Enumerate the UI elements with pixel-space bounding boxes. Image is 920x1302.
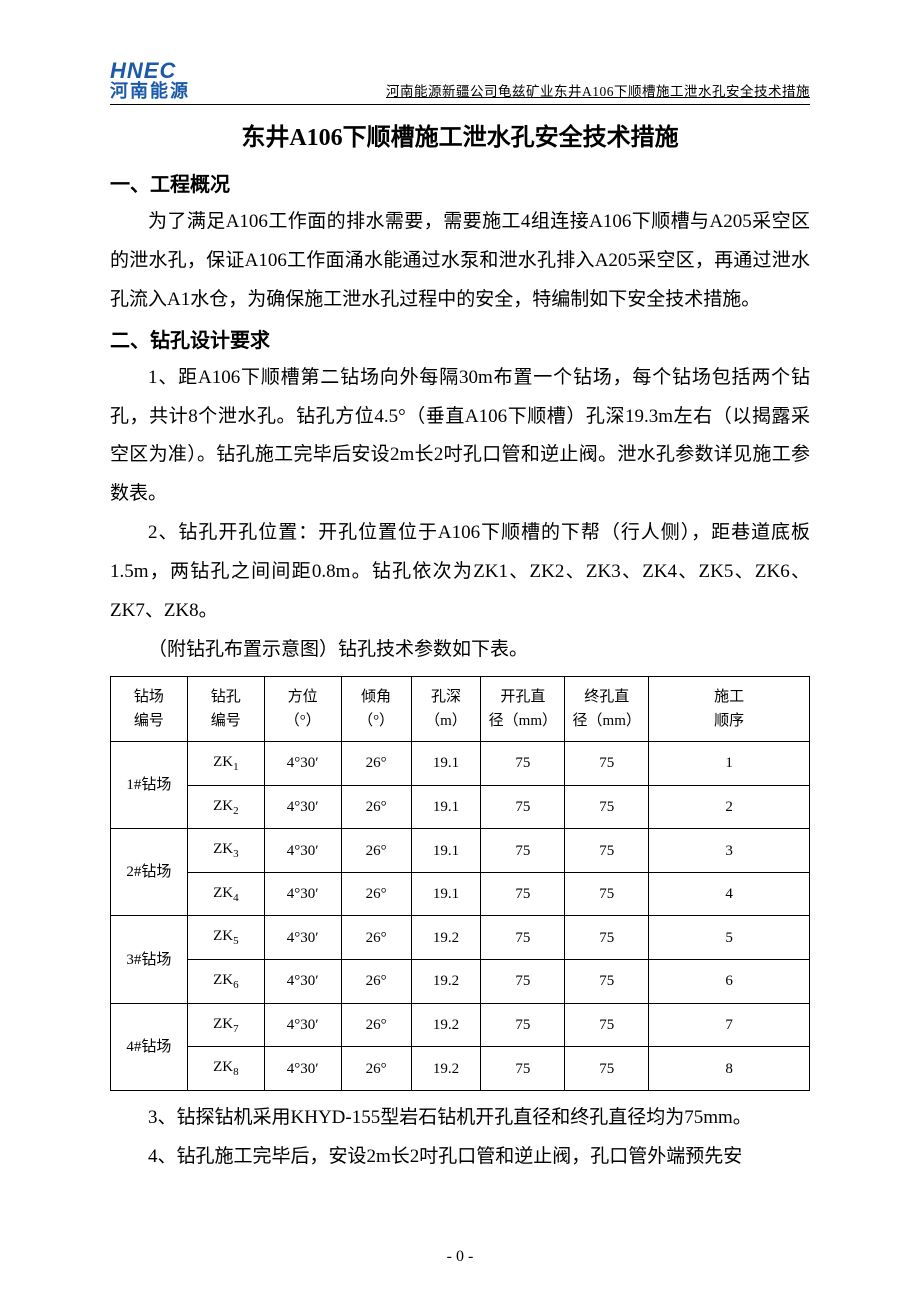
- cell-od: 75: [481, 1047, 565, 1091]
- section-1-paragraph: 为了满足A106工作面的排水需要，需要施工4组连接A106下顺槽与A205采空区…: [110, 203, 810, 320]
- cell-ed: 75: [565, 872, 649, 916]
- cell-seq: 1: [649, 742, 810, 786]
- col-dip: 倾角（°）: [341, 677, 411, 742]
- cell-depth: 19.1: [411, 785, 481, 829]
- cell-dip: 26°: [341, 916, 411, 960]
- col-open-dia: 开孔直径（mm）: [481, 677, 565, 742]
- cell-depth: 19.2: [411, 1003, 481, 1047]
- cell-dip: 26°: [341, 960, 411, 1004]
- cell-az: 4°30′: [264, 829, 341, 873]
- table-row: 3#钻场ZK54°30′26°19.275755: [111, 916, 810, 960]
- section-2-paragraph-2: 2、钻孔开孔位置：开孔位置位于A106下顺槽的下帮（行人侧），距巷道底板1.5m…: [110, 514, 810, 631]
- col-sequence: 施工顺序: [649, 677, 810, 742]
- cell-dip: 26°: [341, 1003, 411, 1047]
- cell-dip: 26°: [341, 742, 411, 786]
- col-depth: 孔深（m）: [411, 677, 481, 742]
- page-header: HNEC 河南能源 河南能源新疆公司龟兹矿业东井A106下顺槽施工泄水孔安全技术…: [110, 60, 810, 105]
- cell-od: 75: [481, 916, 565, 960]
- cell-hole-id: ZK8: [187, 1047, 264, 1091]
- cell-hole-id: ZK7: [187, 1003, 264, 1047]
- section-1-heading: 一、工程概况: [110, 168, 810, 197]
- table-row: ZK64°30′26°19.275756: [111, 960, 810, 1004]
- cell-dip: 26°: [341, 1047, 411, 1091]
- cell-station: 3#钻场: [111, 916, 188, 1003]
- cell-az: 4°30′: [264, 1047, 341, 1091]
- section-2-paragraph-3: （附钻孔布置示意图）钻孔技术参数如下表。: [110, 631, 810, 670]
- cell-hole-id: ZK3: [187, 829, 264, 873]
- cell-ed: 75: [565, 1003, 649, 1047]
- cell-az: 4°30′: [264, 1003, 341, 1047]
- cell-az: 4°30′: [264, 785, 341, 829]
- cell-hole-id: ZK2: [187, 785, 264, 829]
- cell-ed: 75: [565, 916, 649, 960]
- col-end-dia: 终孔直径（mm）: [565, 677, 649, 742]
- cell-seq: 6: [649, 960, 810, 1004]
- cell-ed: 75: [565, 1047, 649, 1091]
- table-row: ZK84°30′26°19.275758: [111, 1047, 810, 1091]
- table-header-row: 钻场编号 钻孔编号 方位（°） 倾角（°） 孔深（m） 开孔直径（mm） 终孔直…: [111, 677, 810, 742]
- col-station: 钻场编号: [111, 677, 188, 742]
- cell-az: 4°30′: [264, 916, 341, 960]
- cell-az: 4°30′: [264, 742, 341, 786]
- cell-depth: 19.1: [411, 742, 481, 786]
- drill-parameters-table: 钻场编号 钻孔编号 方位（°） 倾角（°） 孔深（m） 开孔直径（mm） 终孔直…: [110, 676, 810, 1091]
- document-title: 东井A106下顺槽施工泄水孔安全技术措施: [110, 117, 810, 152]
- cell-seq: 5: [649, 916, 810, 960]
- cell-dip: 26°: [341, 785, 411, 829]
- section-2-paragraph-5: 4、钻孔施工完毕后，安设2m长2吋孔口管和逆止阀，孔口管外端预先安: [110, 1138, 810, 1177]
- cell-hole-id: ZK6: [187, 960, 264, 1004]
- section-2-heading: 二、钻孔设计要求: [110, 324, 810, 353]
- section-2-paragraph-4: 3、钻探钻机采用KHYD-155型岩石钻机开孔直径和终孔直径均为75mm。: [110, 1099, 810, 1138]
- cell-hole-id: ZK1: [187, 742, 264, 786]
- cell-od: 75: [481, 785, 565, 829]
- logo: HNEC 河南能源: [110, 60, 190, 102]
- logo-text-top: HNEC: [110, 60, 190, 82]
- cell-depth: 19.2: [411, 960, 481, 1004]
- cell-depth: 19.2: [411, 1047, 481, 1091]
- col-hole-id: 钻孔编号: [187, 677, 264, 742]
- logo-text-bottom: 河南能源: [110, 82, 190, 102]
- cell-od: 75: [481, 872, 565, 916]
- cell-station: 2#钻场: [111, 829, 188, 916]
- cell-seq: 3: [649, 829, 810, 873]
- cell-depth: 19.2: [411, 916, 481, 960]
- table-row: 1#钻场ZK14°30′26°19.175751: [111, 742, 810, 786]
- cell-az: 4°30′: [264, 960, 341, 1004]
- cell-ed: 75: [565, 829, 649, 873]
- cell-seq: 7: [649, 1003, 810, 1047]
- cell-station: 1#钻场: [111, 742, 188, 829]
- cell-station: 4#钻场: [111, 1003, 188, 1090]
- cell-depth: 19.1: [411, 829, 481, 873]
- cell-seq: 8: [649, 1047, 810, 1091]
- table-row: ZK44°30′26°19.175754: [111, 872, 810, 916]
- cell-od: 75: [481, 829, 565, 873]
- cell-seq: 4: [649, 872, 810, 916]
- cell-od: 75: [481, 960, 565, 1004]
- header-subtitle: 河南能源新疆公司龟兹矿业东井A106下顺槽施工泄水孔安全技术措施: [190, 80, 810, 102]
- cell-depth: 19.1: [411, 872, 481, 916]
- cell-az: 4°30′: [264, 872, 341, 916]
- cell-ed: 75: [565, 960, 649, 1004]
- table-row: 4#钻场ZK74°30′26°19.275757: [111, 1003, 810, 1047]
- section-2-paragraph-1: 1、距A106下顺槽第二钻场向外每隔30m布置一个钻场，每个钻场包括两个钻孔，共…: [110, 359, 810, 515]
- cell-ed: 75: [565, 785, 649, 829]
- cell-dip: 26°: [341, 872, 411, 916]
- table-row: ZK24°30′26°19.175752: [111, 785, 810, 829]
- cell-od: 75: [481, 742, 565, 786]
- cell-hole-id: ZK5: [187, 916, 264, 960]
- cell-od: 75: [481, 1003, 565, 1047]
- cell-ed: 75: [565, 742, 649, 786]
- cell-hole-id: ZK4: [187, 872, 264, 916]
- page-number: - 0 -: [0, 1248, 920, 1266]
- table-row: 2#钻场ZK34°30′26°19.175753: [111, 829, 810, 873]
- cell-seq: 2: [649, 785, 810, 829]
- col-azimuth: 方位（°）: [264, 677, 341, 742]
- cell-dip: 26°: [341, 829, 411, 873]
